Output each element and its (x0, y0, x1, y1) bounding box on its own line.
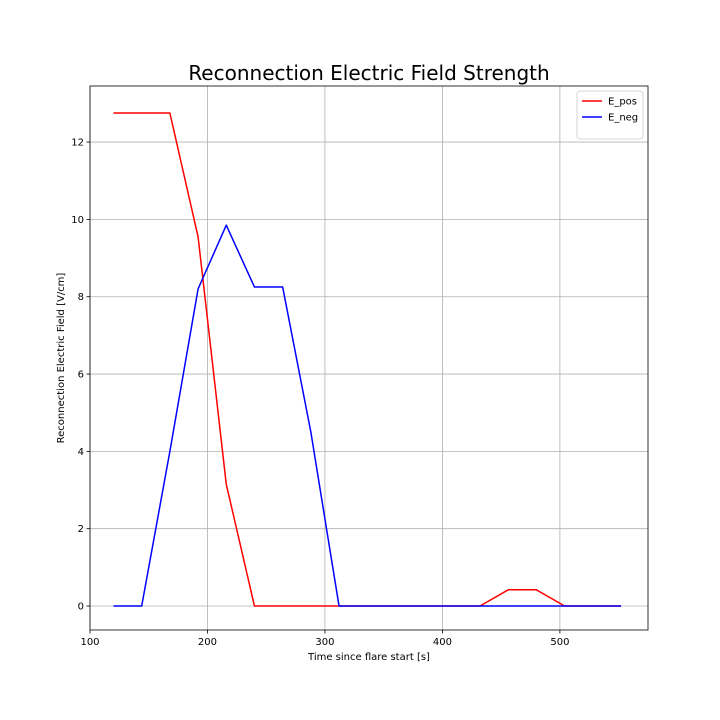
x-axis-label: Time since flare start [s] (307, 652, 430, 663)
axis-ticks: 100 200 300 400 500 0 2 4 6 8 10 12 (71, 138, 569, 648)
legend-label: E_neg (608, 113, 638, 124)
y-tick-label: 2 (78, 524, 84, 535)
legend-box (576, 90, 644, 140)
x-tick-label: 200 (198, 637, 217, 648)
y-tick-label: 4 (78, 447, 84, 458)
series-line-e-neg (113, 224, 621, 607)
plot-frame (89, 85, 649, 631)
x-tick-label: 400 (433, 637, 452, 648)
y-axis-label: Reconnection Electric Field [V/cm] (56, 273, 67, 444)
legend-label: E_pos (608, 97, 637, 108)
x-tick-label: 300 (315, 637, 334, 648)
chart-title: Reconnection Electric Field Strength (188, 61, 549, 85)
y-tick-label: 12 (71, 138, 84, 149)
x-tick-label: 100 (80, 637, 99, 648)
x-tick-label: 500 (550, 637, 569, 648)
y-tick-label: 10 (71, 215, 84, 226)
legend: E_pos E_neg (576, 90, 644, 140)
series-layer (113, 112, 621, 607)
y-tick-label: 8 (78, 292, 84, 303)
y-tick-label: 6 (78, 370, 84, 381)
y-tick-label: 0 (78, 602, 84, 613)
